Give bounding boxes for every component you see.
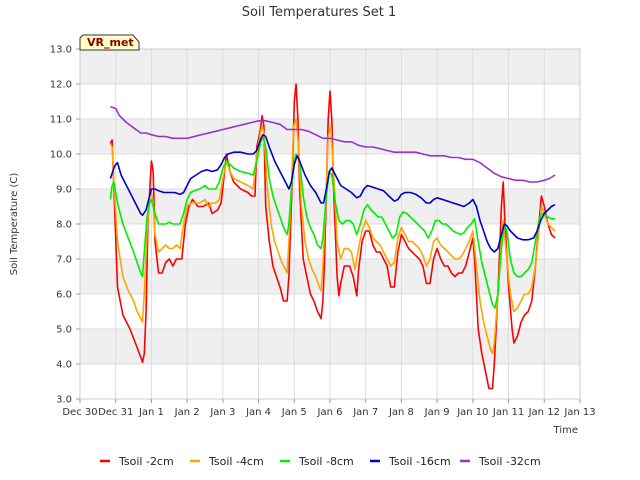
x-tick-label: Jan 13: [563, 407, 595, 418]
legend-label-tsoil-16cm: Tsoil -16cm: [388, 455, 451, 468]
chart-title: Soil Temperatures Set 1: [242, 5, 397, 20]
annotation-label: VR_met: [87, 36, 134, 49]
y-tick-label: 6.0: [56, 290, 72, 301]
x-tick-label: Jan 8: [388, 407, 414, 418]
x-tick-label: Jan 4: [245, 407, 271, 418]
y-tick-label: 13.0: [50, 45, 72, 56]
series-line-tsoil-16cm: [109, 133, 556, 253]
x-tick-label: Jan 12: [528, 407, 560, 418]
y-tick-label: 12.0: [50, 80, 72, 91]
x-tick-label: Dec 30: [62, 407, 97, 418]
y-tick-label: 8.0: [56, 220, 72, 231]
legend-label-tsoil-32cm: Tsoil -32cm: [478, 455, 541, 468]
x-tick-label: Jan 6: [317, 407, 343, 418]
legend-label-tsoil-2cm: Tsoil -2cm: [118, 455, 174, 468]
y-tick-label: 7.0: [56, 255, 72, 266]
series-line-tsoil-4cm: [109, 118, 556, 355]
y-tick-label: 10.0: [50, 150, 72, 161]
series-line-tsoil-8cm: [109, 135, 555, 309]
x-tick-label: Jan 5: [281, 407, 307, 418]
y-tick-label: 9.0: [56, 185, 72, 196]
x-tick-label: Jan 3: [209, 407, 235, 418]
x-tick-label: Jan 9: [424, 407, 450, 418]
legend-label-tsoil-4cm: Tsoil -4cm: [208, 455, 264, 468]
x-tick-label: Jan 11: [492, 407, 524, 418]
site-annotation: VR_met: [79, 34, 140, 51]
x-tick-label: Dec 31: [98, 407, 133, 418]
data-series: [109, 83, 556, 390]
y-tick-label: 5.0: [56, 325, 72, 336]
legend-label-tsoil-8cm: Tsoil -8cm: [298, 455, 354, 468]
series-line-tsoil-2cm: [109, 83, 556, 390]
y-tick-label: 11.0: [50, 115, 72, 126]
x-axis-ticks: Dec 30 Dec 31 Jan 1 Jan 2 Jan 3 Jan 4 Jan 5 Jan…: [62, 399, 596, 418]
legend: Tsoil -2cm Tsoil -4cm Tsoil -8cm Tsoil -16c…: [100, 455, 541, 468]
y-axis-title: Soil Temperature (C): [9, 173, 20, 276]
x-tick-label: Jan 2: [174, 407, 200, 418]
y-axis-ticks: 3.0 4.0 5.0 6.0 7.0 8.0 9.0 10.0 11.0 12.0 13.0: [50, 45, 80, 406]
x-tick-label: Jan 10: [456, 407, 488, 418]
x-tick-label: Jan 7: [352, 407, 378, 418]
x-axis-title: Time: [553, 425, 578, 436]
y-tick-label: 3.0: [56, 395, 72, 406]
x-tick-label: Jan 1: [138, 407, 164, 418]
y-tick-label: 4.0: [56, 360, 72, 371]
annotation-box: [79, 34, 140, 51]
series-line-tsoil-32cm: [110, 106, 556, 183]
